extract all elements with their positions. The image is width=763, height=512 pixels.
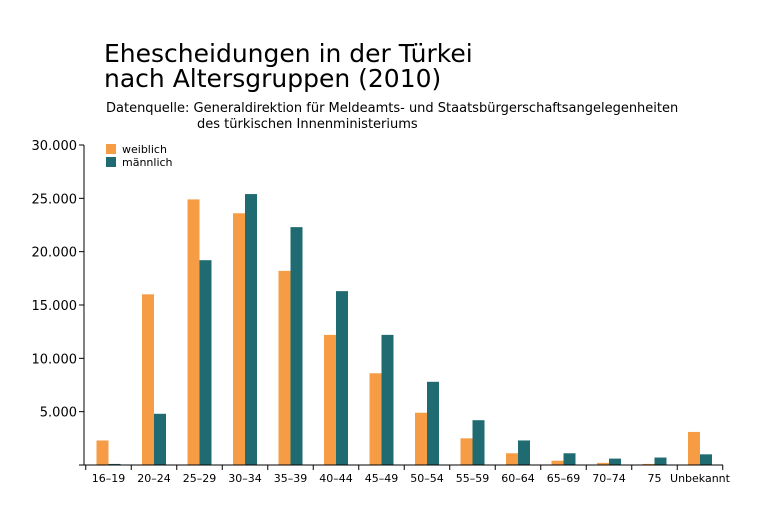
- bar-weiblich-4: [278, 270, 291, 465]
- bar-maennlich-0: [108, 463, 121, 465]
- bar-maennlich-2: [199, 260, 212, 465]
- x-tick-label-8: 55–59: [456, 472, 490, 485]
- x-tick-label-10: 65–69: [547, 472, 581, 485]
- bar-maennlich-3: [245, 194, 257, 465]
- bar-maennlich-1: [154, 413, 166, 465]
- legend-label-maennlich: männlich: [122, 156, 173, 169]
- bar-maennlich-5: [336, 291, 348, 465]
- bar-maennlich-9: [518, 440, 530, 465]
- bar-maennlich-12: [654, 457, 667, 465]
- x-tick-label-12: 75: [648, 472, 662, 485]
- bar-weiblich-8: [460, 438, 473, 465]
- chart-title: Ehescheidungen in der Türkei nach Alters…: [104, 39, 473, 93]
- x-tick-label-7: 50–54: [410, 472, 444, 485]
- bar-weiblich-6: [369, 373, 382, 465]
- bars: [96, 194, 712, 465]
- x-tick-label-11: 70–74: [592, 472, 626, 485]
- bar-weiblich-10: [551, 460, 564, 465]
- x-axis: 16–19 20–24 25–29 30–34 35–39 40–44 45–49 50–54…: [79, 464, 731, 485]
- y-tick-label-3: 20.000: [32, 246, 78, 261]
- bar-maennlich-13: [700, 454, 712, 465]
- bar-weiblich-7: [415, 412, 427, 465]
- y-tick-label-4: 25.000: [32, 192, 78, 207]
- bar-maennlich-4: [290, 227, 303, 465]
- legend-swatch-weiblich: [106, 144, 116, 154]
- bar-weiblich-13: [688, 431, 700, 465]
- bar-weiblich-0: [96, 440, 109, 465]
- bar-maennlich-10: [563, 453, 576, 465]
- y-tick-label-0: 5.000: [40, 406, 77, 421]
- x-tick-label-9: 60–64: [501, 472, 535, 485]
- x-tick-label-0: 16–19: [92, 472, 126, 485]
- x-tick-label-2: 25–29: [183, 472, 217, 485]
- bar-weiblich-3: [233, 213, 245, 465]
- x-tick-label-4: 35–39: [274, 472, 308, 485]
- bar-weiblich-11: [597, 462, 609, 465]
- legend-label-weiblich: weiblich: [122, 143, 167, 156]
- chart-subtitle: Datenquelle: Generaldirektion für Meldea…: [106, 101, 678, 132]
- chart-title-line-1: Ehescheidungen in der Türkei: [104, 39, 473, 68]
- bar-maennlich-8: [472, 420, 485, 465]
- chart-subtitle-line-2: des türkischen Innenministeriums: [197, 117, 418, 132]
- chart-subtitle-line-1: Datenquelle: Generaldirektion für Meldea…: [106, 101, 678, 116]
- y-axis: 5.000 10.000 15.000 20.000 25.000 30.000: [32, 139, 85, 465]
- bar-weiblich-12: [642, 463, 655, 465]
- legend: weiblich männlich: [106, 143, 173, 169]
- x-tick-label-3: 30–34: [228, 472, 262, 485]
- x-tick-label-6: 45–49: [365, 472, 399, 485]
- y-tick-label-1: 10.000: [32, 352, 78, 367]
- bar-weiblich-5: [324, 334, 336, 465]
- chart-title-line-2: nach Altersgruppen (2010): [104, 64, 441, 93]
- y-tick-label-2: 15.000: [32, 299, 78, 314]
- bar-maennlich-11: [609, 458, 621, 465]
- bar-weiblich-2: [187, 199, 200, 465]
- x-tick-label-13: Unbekannt: [670, 472, 731, 485]
- legend-swatch-maennlich: [106, 157, 116, 167]
- bar-maennlich-6: [381, 334, 394, 465]
- bar-weiblich-9: [506, 453, 518, 465]
- x-tick-label-1: 20–24: [137, 472, 171, 485]
- y-tick-label-5: 30.000: [32, 139, 78, 154]
- x-tick-label-5: 40–44: [319, 472, 353, 485]
- bar-maennlich-7: [427, 381, 439, 465]
- bar-weiblich-1: [142, 294, 154, 465]
